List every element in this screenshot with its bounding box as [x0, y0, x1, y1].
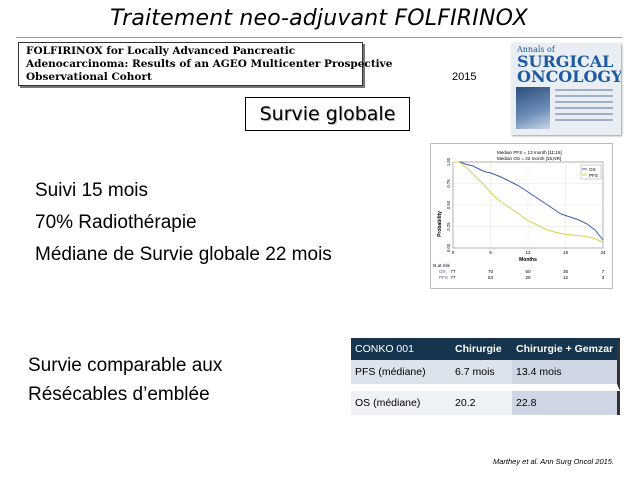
- table-header-cell: CONKO 001: [351, 338, 451, 360]
- y-tick-label: 0.25: [446, 222, 451, 231]
- at-risk-value: 70: [488, 269, 494, 274]
- kaplan-meier-plot: Median PFS = 13 month [11:15] Median OS …: [430, 143, 613, 289]
- comparison-line: Résécables d’emblée: [28, 384, 210, 405]
- journal-name-line1: Annals of: [517, 45, 555, 54]
- at-risk-value: 3: [602, 275, 605, 280]
- journal-cover-image: Annals of SURGICAL ONCOLOGY: [511, 43, 621, 135]
- pfs-curve: [453, 161, 604, 243]
- comparison-table: CONKO 001 Chirurgie Chirurgie + Gemzar P…: [351, 338, 621, 415]
- at-risk-value: 77: [450, 275, 456, 280]
- legend-pfs: PFS: [589, 173, 598, 178]
- at-risk-value: 35: [563, 269, 569, 274]
- x-tick-label: 24: [600, 250, 606, 255]
- legend-os: OS: [589, 167, 596, 172]
- at-risk-label: N at risk: [433, 263, 451, 268]
- y-tick-label: 1.00: [446, 157, 451, 166]
- comparison-line: Survie comparable aux: [28, 355, 223, 376]
- table-cell: PFS (médiane): [351, 360, 451, 391]
- y-axis-label: Probability: [437, 211, 443, 237]
- table-cell: 13.4 mois: [512, 360, 621, 391]
- paper-title-line: Adenocarcinoma: Results of an AGEO Multi…: [26, 58, 393, 70]
- plot-legend: OS PFS: [580, 164, 602, 180]
- at-risk-value: 7: [602, 269, 605, 274]
- table-header-row: CONKO 001 Chirurgie Chirurgie + Gemzar: [351, 338, 621, 360]
- os-curve: [453, 161, 604, 241]
- reference-citation: Marthey et al. Ann Surg Oncol 2015.: [493, 457, 615, 466]
- stat-line: 70% Radiothérapie: [35, 212, 197, 233]
- table-header-cell: Chirurgie: [451, 338, 512, 360]
- at-risk-value: 26: [525, 275, 531, 280]
- at-risk-row-label: PFS: [439, 275, 448, 280]
- table-row: OS (médiane) 20.2 22.8: [351, 391, 621, 415]
- cover-thumbnail: [516, 87, 550, 129]
- x-tick-label: 0: [452, 250, 455, 255]
- median-text-line: Median PFS = 13 month [11:15]: [497, 150, 562, 155]
- table-cell: 22.8: [512, 391, 621, 415]
- x-tick-label: 6: [489, 250, 492, 255]
- slide-title: Traitement neo-adjuvant FOLFIRINOX: [110, 6, 528, 31]
- table-cell: 20.2: [451, 391, 512, 415]
- paper-title-line: FOLFIRINOX for Locally Advanced Pancreat…: [26, 45, 296, 57]
- journal-name-line2: SURGICAL ONCOLOGY: [517, 52, 621, 86]
- stat-line: Médiane de Survie globale 22 mois: [35, 244, 332, 265]
- y-tick-label: 0.50: [446, 200, 451, 209]
- x-tick-label: 12: [525, 250, 531, 255]
- x-tick-label: 18: [563, 250, 569, 255]
- y-tick-label: 0.75: [446, 179, 451, 188]
- x-axis-label: Months: [519, 257, 537, 263]
- plot-area: [452, 161, 604, 249]
- table-header-cell: Chirurgie + Gemzar: [512, 338, 621, 360]
- y-tick-label: 0.00: [446, 243, 451, 252]
- at-risk-value: 50: [525, 269, 531, 274]
- at-risk-row-label: OS: [439, 269, 446, 274]
- table-cell: 6.7 mois: [451, 360, 512, 391]
- table-cell: OS (médiane): [351, 391, 451, 415]
- section-subtitle: Survie globale: [245, 97, 410, 131]
- stat-line: Suivi 15 mois: [35, 180, 148, 201]
- cover-text-lines: [555, 89, 613, 125]
- publication-year: 2015: [452, 71, 477, 83]
- at-risk-value: 53: [488, 275, 494, 280]
- title-divider: [16, 37, 622, 38]
- median-text-line: Median OS = 22 month [15,NR]: [497, 156, 561, 161]
- at-risk-value: 77: [450, 269, 456, 274]
- at-risk-value: 12: [563, 275, 569, 280]
- table-row: PFS (médiane) 6.7 mois 13.4 mois: [351, 360, 621, 391]
- paper-title-box: FOLFIRINOX for Locally Advanced Pancreat…: [18, 42, 393, 86]
- paper-title-line: Observational Cohort: [26, 71, 152, 83]
